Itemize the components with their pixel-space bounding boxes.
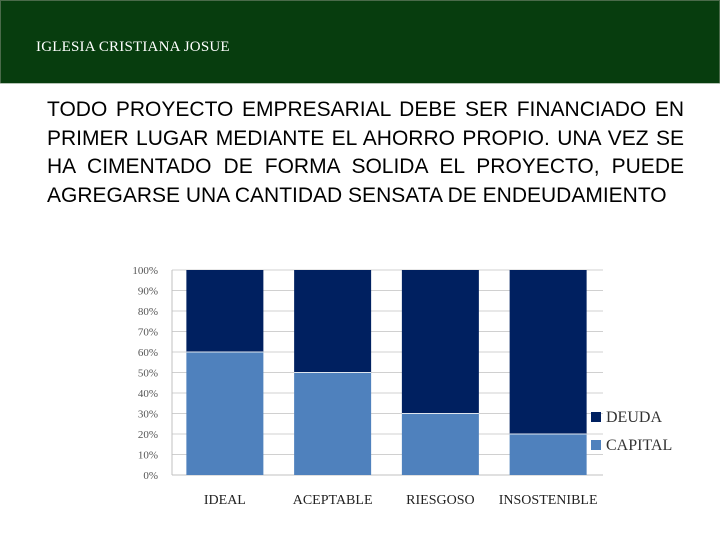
y-tick-label: 90%	[138, 286, 158, 298]
y-tick-label: 50%	[138, 368, 158, 380]
bar-deuda-insostenible	[509, 270, 587, 434]
bar-capital-aceptable	[294, 372, 372, 475]
y-tick-label: 20%	[138, 429, 158, 441]
body-text: TODO PROYECTO EMPRESARIAL DEBE SER FINAN…	[47, 98, 684, 207]
x-category-label: RIESGOSO	[406, 493, 474, 508]
header-divider	[0, 83, 720, 84]
x-category-label: IDEAL	[204, 493, 246, 508]
bar-deuda-ideal	[186, 270, 264, 352]
bar-deuda-riesgoso	[401, 270, 479, 414]
y-tick-label: 100%	[132, 265, 158, 277]
x-category-label: ACEPTABLE	[293, 493, 373, 508]
bar-capital-ideal	[186, 352, 264, 475]
bar-capital-insostenible	[509, 434, 587, 475]
y-tick-label: 60%	[138, 347, 158, 359]
legend-label-capital: CAPITAL	[606, 437, 672, 454]
y-tick-label: 70%	[138, 327, 158, 339]
x-category-label: INSOSTENIBLE	[499, 493, 598, 508]
bar-capital-riesgoso	[401, 413, 479, 475]
y-tick-label: 30%	[138, 409, 158, 421]
y-tick-label: 80%	[138, 306, 158, 318]
bar-deuda-aceptable	[294, 270, 372, 373]
y-tick-label: 10%	[138, 450, 158, 462]
y-tick-label: 0%	[143, 470, 158, 482]
header-title: IGLESIA CRISTIANA JOSUE	[36, 39, 230, 55]
legend-label-deuda: DEUDA	[606, 409, 662, 426]
legend-swatch-capital	[591, 440, 601, 450]
y-tick-label: 40%	[138, 388, 158, 400]
legend-swatch-deuda	[591, 412, 601, 422]
header-bar: IGLESIA CRISTIANA JOSUE	[0, 0, 720, 84]
